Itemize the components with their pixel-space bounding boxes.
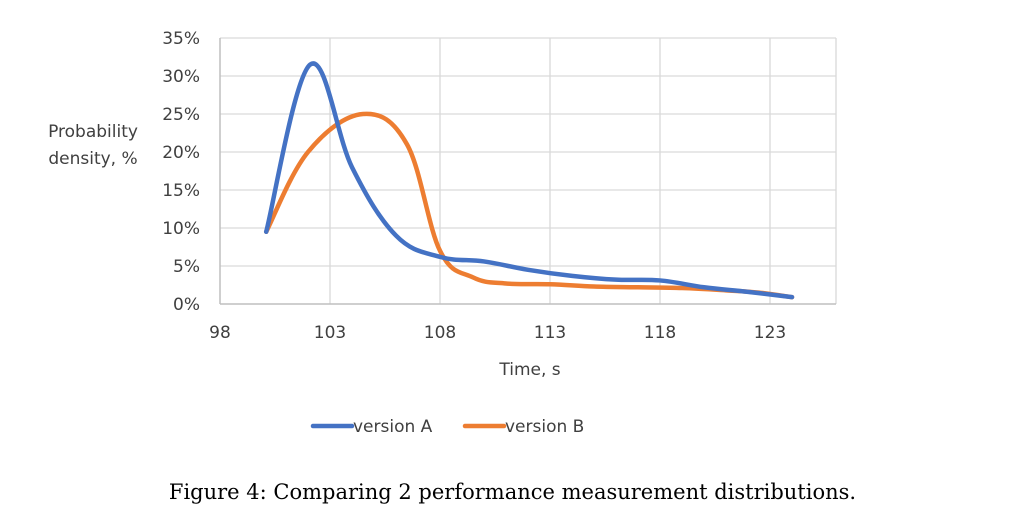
y-tick-label: 10% (162, 219, 200, 239)
legend-label-version-b: version B (505, 417, 584, 437)
y-axis-title-line-1: Probability (48, 122, 138, 142)
x-tick-label: 98 (209, 323, 231, 343)
tick-labels: 0% 5% 10% 15% 20% 25% 30% 35% 98 103 108 113 118 123 (162, 29, 786, 343)
line-chart: 0%5%10%15%20%25%30%35%98 103 108 113 118 123 … (48, 29, 837, 437)
x-axis-title: Time, s (498, 360, 560, 380)
x-tick-label: 113 (534, 323, 566, 343)
y-tick-label: 20% (162, 143, 200, 163)
y-tick-label: 35% (162, 29, 200, 49)
y-tick-label: 15% (162, 181, 200, 201)
y-tick-label: 5% (173, 257, 200, 277)
x-tick-label: 118 (644, 323, 676, 343)
x-tick-label: 108 (424, 323, 456, 343)
y-tick-label: 30% (162, 67, 200, 87)
series-line-version-a (263, 61, 795, 300)
axes (219, 38, 836, 305)
series-lines (263, 61, 795, 300)
figure-caption: Figure 4: Comparing 2 performance measur… (168, 480, 857, 504)
legend-label-version-a: version A (353, 417, 433, 437)
y-tick-label: 0% (173, 295, 200, 315)
y-axis-title-line-2: density, % (48, 149, 137, 169)
y-tick-label: 25% (162, 105, 200, 125)
grid (220, 37, 837, 304)
x-tick-label: 103 (314, 323, 346, 343)
legend: version A version B (310, 417, 584, 437)
x-tick-label: 123 (754, 323, 786, 343)
